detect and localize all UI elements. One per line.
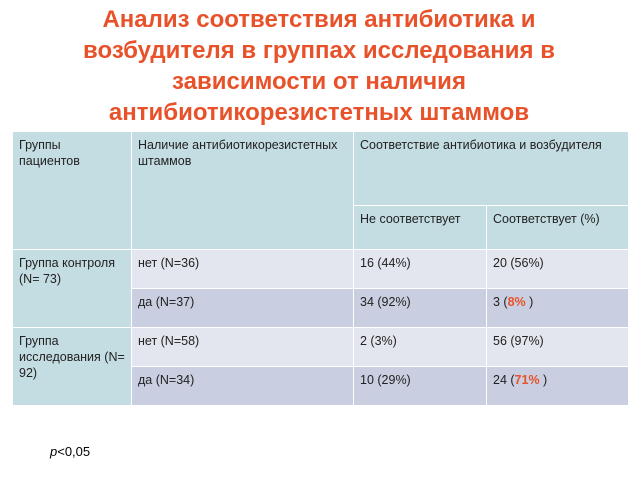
resistant-cell: да (N=37): [131, 288, 354, 328]
match-cell: 24 (71% ): [486, 366, 629, 406]
header-match: Соответствие антибиотика и возбудителя: [353, 131, 629, 206]
match-cell: 20 (56%): [486, 249, 629, 289]
table-row: Группа исследования (N= 92) нет (N=58) 2…: [12, 327, 629, 406]
table-row: да (N=37) 34 (92%) 3 (8% ): [13, 288, 629, 328]
slide-title: Анализ соответствия антибиотика и возбуд…: [0, 4, 638, 128]
header-resistant: Наличие антибиотикорезистетных штаммов: [131, 131, 354, 250]
not-match-cell: 2 (3%): [353, 327, 487, 367]
title-line-2: возбудителя в группах исследования в: [83, 37, 555, 64]
highlight-value: 71%: [514, 373, 540, 387]
title-line-3: зависимости от наличия: [172, 68, 466, 95]
not-match-cell: 10 (29%): [353, 366, 487, 406]
resistant-cell: да (N=34): [131, 366, 354, 406]
table-row: Группа контроля (N= 73) нет (N=36) 16 (4…: [12, 249, 629, 328]
title-line-1: Анализ соответствия антибиотика и: [102, 6, 536, 33]
p-value-note: p<0,05: [50, 444, 91, 459]
group-cell: Группа исследования (N= 92): [12, 327, 132, 406]
not-match-cell: 34 (92%): [353, 288, 487, 328]
results-table: Группы пациентов Наличие антибиотикорези…: [12, 131, 629, 406]
header-matches-pct: Соответствует (%): [486, 205, 629, 250]
header-groups: Группы пациентов: [12, 131, 132, 250]
resistant-cell: нет (N=58): [131, 327, 354, 367]
table-row: да (N=34) 10 (29%) 24 (71% ): [13, 366, 629, 406]
highlight-value: 8%: [507, 295, 526, 309]
group-cell: Группа контроля (N= 73): [12, 249, 132, 328]
match-cell: 3 (8% ): [486, 288, 629, 328]
header-not-match: Не соответствует: [353, 205, 487, 250]
match-cell: 56 (97%): [486, 327, 629, 367]
not-match-cell: 16 (44%): [353, 249, 487, 289]
resistant-cell: нет (N=36): [131, 249, 354, 289]
title-line-4: антибиотикорезистетных штаммов: [108, 99, 530, 126]
